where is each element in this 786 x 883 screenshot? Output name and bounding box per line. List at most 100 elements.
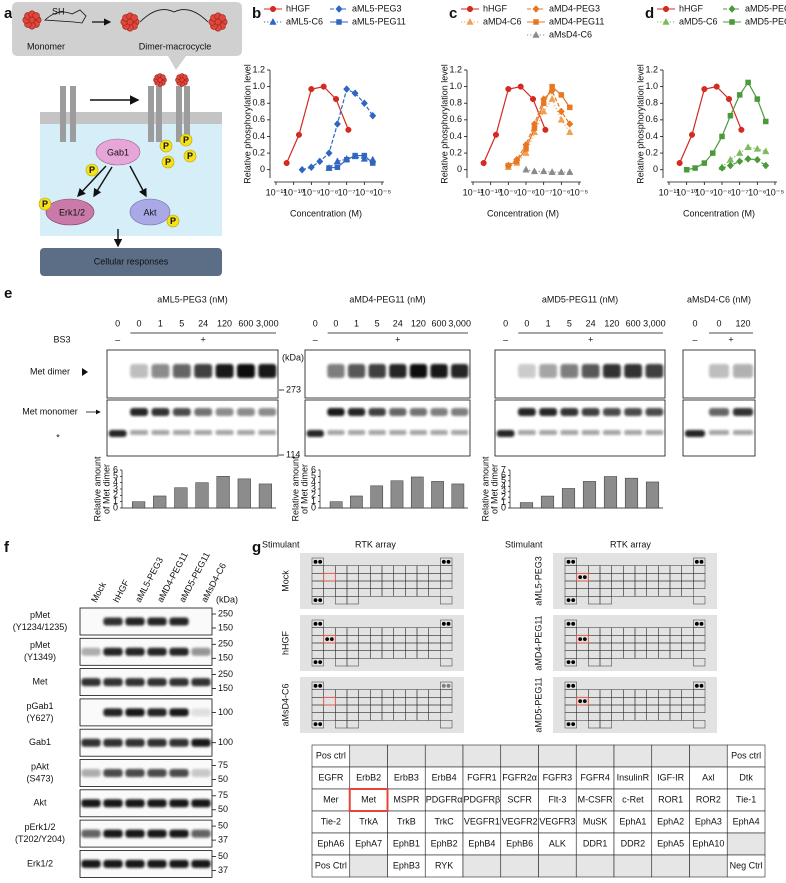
point [710, 150, 716, 156]
label: Cellular responses [94, 256, 169, 266]
band [451, 364, 469, 378]
bar [645, 481, 660, 509]
array-spot [694, 559, 699, 564]
series-line [508, 85, 571, 167]
band [496, 430, 515, 437]
y-tick-label: 4 [501, 481, 506, 491]
band [560, 364, 579, 378]
molecule-bead [157, 77, 163, 83]
array-spot [578, 575, 583, 580]
point [566, 168, 574, 175]
table-cell [349, 854, 388, 878]
blot-title: aMD4-PEG11 (nM) [349, 294, 425, 304]
band [430, 364, 448, 378]
band [327, 430, 345, 435]
phospho [179, 133, 193, 147]
legend-label: aMD5-C6 [679, 16, 718, 26]
point [725, 96, 733, 103]
band [103, 678, 123, 687]
blot-title: aMD5-PEG11 (nM) [542, 294, 618, 304]
band [236, 408, 255, 416]
point [360, 99, 368, 108]
mw-marker: 100 [218, 707, 233, 717]
array-cell [346, 720, 359, 729]
bs3-plus: + [728, 334, 733, 344]
point [530, 167, 539, 175]
y-tick-label: 2 [501, 492, 506, 502]
band [430, 430, 448, 435]
lane-label: hHGF [111, 578, 131, 604]
array-spot [571, 722, 576, 727]
band [645, 430, 664, 435]
row-label: pErk1/2 [24, 822, 55, 832]
point [529, 96, 537, 103]
met-highlight [323, 572, 336, 582]
arrow [129, 165, 147, 198]
point [320, 83, 327, 90]
table-cell [726, 854, 766, 878]
array-spot [578, 637, 583, 642]
bar [195, 482, 209, 509]
lane-label: 0 [313, 318, 318, 328]
row-label: Erk1/2 [27, 858, 53, 868]
band [539, 408, 558, 416]
series-line [483, 85, 546, 164]
label: Gab1 [107, 147, 129, 157]
lane-label: 600 [238, 318, 253, 328]
y-axis-label: of Met dimer [299, 464, 309, 514]
band [368, 364, 386, 378]
table-text: FGFR3 [543, 772, 573, 782]
point [763, 118, 769, 125]
array-spot [571, 660, 576, 665]
series-line [686, 81, 767, 171]
band [236, 430, 255, 435]
legend-marker [532, 30, 540, 38]
y-tick-label: 1.0 [252, 81, 265, 91]
band [602, 364, 621, 378]
y-tick-label: 5 [113, 471, 118, 481]
mw-marker: 150 [218, 653, 233, 663]
table-cell [462, 854, 502, 878]
point [557, 115, 565, 123]
point [719, 133, 725, 140]
array-cell [428, 650, 441, 659]
row-label: pGab1 [26, 701, 53, 711]
y-tick-label: 3 [501, 486, 506, 496]
y-tick-label: 7 [501, 464, 506, 474]
array-cell [599, 720, 612, 729]
band [81, 829, 101, 838]
row-label: pMet [30, 610, 51, 620]
row-label: pAkt [31, 761, 50, 771]
band [103, 769, 123, 777]
array-spot [699, 621, 704, 626]
band [191, 678, 211, 687]
array-spot [313, 660, 318, 665]
array-cell [681, 588, 694, 597]
table-text: EphB1 [393, 838, 420, 848]
legend-label: hHGF [483, 3, 508, 13]
band [560, 430, 579, 435]
array-spot [699, 559, 704, 564]
mw-marker: 50 [218, 774, 228, 784]
stimulant-label: hHGF [280, 631, 290, 656]
phospho-label: P [163, 141, 169, 151]
y-axis-label: Relative amount [480, 456, 490, 522]
y-tick-label: 5 [501, 475, 506, 485]
band [581, 364, 600, 378]
legend-marker [466, 5, 474, 13]
mw-marker: 150 [218, 622, 233, 632]
legend-marker [336, 19, 342, 25]
legend-marker [662, 5, 670, 13]
array-cell [440, 720, 453, 729]
legend-marker [335, 5, 343, 13]
array-cell [599, 658, 612, 667]
x-tick-label: 10⁻¹¹ [659, 187, 680, 197]
phospho-label: P [89, 165, 95, 175]
bar [329, 501, 343, 509]
point [701, 86, 708, 93]
band [169, 647, 189, 656]
band [451, 430, 469, 435]
array-cell [681, 712, 694, 721]
band [81, 859, 101, 868]
point [683, 166, 690, 173]
